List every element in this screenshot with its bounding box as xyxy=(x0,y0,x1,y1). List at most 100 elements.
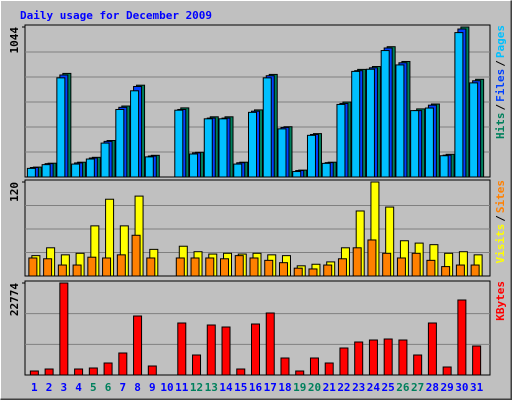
bar xyxy=(352,247,362,277)
x-tick-label: 20 xyxy=(308,381,321,394)
bar xyxy=(262,77,272,178)
x-tick-label: 21 xyxy=(323,381,337,394)
bar xyxy=(472,345,482,376)
bar xyxy=(265,312,275,376)
legend-entry: Hits xyxy=(494,113,507,140)
x-tick-label: 30 xyxy=(455,381,468,394)
bar xyxy=(410,110,420,178)
bar xyxy=(221,326,231,376)
bar xyxy=(144,156,154,178)
legend-entry: Sites xyxy=(494,180,507,213)
legend: KBytes xyxy=(494,281,507,321)
x-tick-label: 3 xyxy=(61,381,68,394)
x-tick-label: 28 xyxy=(426,381,439,394)
legend: Visits / Sites xyxy=(494,180,507,264)
bar xyxy=(57,264,67,277)
bar xyxy=(131,234,141,277)
bar xyxy=(74,368,84,376)
bar xyxy=(469,82,479,178)
legend: Hits / Files / Pages xyxy=(494,25,507,139)
x-tick-label: 26 xyxy=(396,381,410,394)
bar xyxy=(427,322,437,376)
bar xyxy=(280,357,290,376)
bar xyxy=(44,368,54,376)
bar xyxy=(28,257,38,277)
x-tick-label: 24 xyxy=(367,381,381,394)
x-tick-label: 22 xyxy=(337,381,350,394)
bar xyxy=(455,264,465,277)
x-tick-label: 4 xyxy=(75,381,82,394)
bar xyxy=(411,252,421,277)
bar xyxy=(206,324,216,376)
x-tick-label: 11 xyxy=(175,381,189,394)
chart-title: Daily usage for December 2009 xyxy=(20,9,212,22)
bar xyxy=(396,257,406,277)
bar xyxy=(85,158,95,178)
bar xyxy=(293,267,303,277)
x-tick-label: 12 xyxy=(190,381,203,394)
x-tick-label: 7 xyxy=(120,381,127,394)
bar xyxy=(454,32,464,178)
x-tick-label: 16 xyxy=(249,381,263,394)
x-tick-label: 18 xyxy=(278,381,291,394)
legend-separator: / xyxy=(494,104,507,111)
x-tick-label: 5 xyxy=(90,381,97,394)
bar xyxy=(413,354,423,376)
x-tick-label: 10 xyxy=(160,381,173,394)
bar xyxy=(248,111,257,178)
x-tick-label: 19 xyxy=(293,381,306,394)
bar xyxy=(118,352,128,376)
bar xyxy=(147,365,157,376)
bar xyxy=(365,68,375,178)
bar xyxy=(41,164,51,178)
bar xyxy=(336,103,346,178)
x-tick-label: 17 xyxy=(264,381,277,394)
bar xyxy=(251,323,260,376)
bar xyxy=(321,162,331,178)
bar xyxy=(292,171,302,178)
bar xyxy=(306,134,316,178)
bar xyxy=(218,118,228,178)
bar xyxy=(26,167,36,178)
bar xyxy=(383,338,393,376)
x-tick-label: 15 xyxy=(234,381,247,394)
x-tick-label: 29 xyxy=(441,381,454,394)
bar xyxy=(442,366,452,376)
bar xyxy=(102,257,112,277)
x-tick-label: 8 xyxy=(134,381,141,394)
bar xyxy=(233,163,243,178)
bar xyxy=(324,362,334,376)
bar xyxy=(295,370,305,376)
bar xyxy=(278,262,288,277)
bar xyxy=(56,77,66,178)
bar xyxy=(354,341,364,376)
bar xyxy=(72,264,82,277)
x-tick-label: 9 xyxy=(149,381,156,394)
bar xyxy=(43,258,53,277)
bar xyxy=(71,163,81,178)
bar xyxy=(264,259,274,277)
y-tick-label: 22774 xyxy=(8,283,21,316)
bar xyxy=(249,257,259,277)
bar xyxy=(130,90,140,178)
bar xyxy=(236,368,246,376)
legend-separator: / xyxy=(494,60,507,67)
bar xyxy=(87,256,97,277)
legend-entry: KBytes xyxy=(494,281,507,321)
bar xyxy=(190,257,200,277)
bar xyxy=(88,367,98,376)
bar xyxy=(380,50,390,178)
bar xyxy=(470,264,480,277)
y-tick-label: 120 xyxy=(8,182,21,202)
y-tick-label: 1044 xyxy=(8,27,21,54)
bar xyxy=(133,315,143,376)
bar xyxy=(177,322,187,376)
bar xyxy=(192,354,202,376)
bar xyxy=(382,252,392,277)
bar xyxy=(100,142,110,178)
x-tick-label: 1 xyxy=(31,381,38,394)
bar xyxy=(29,370,39,376)
